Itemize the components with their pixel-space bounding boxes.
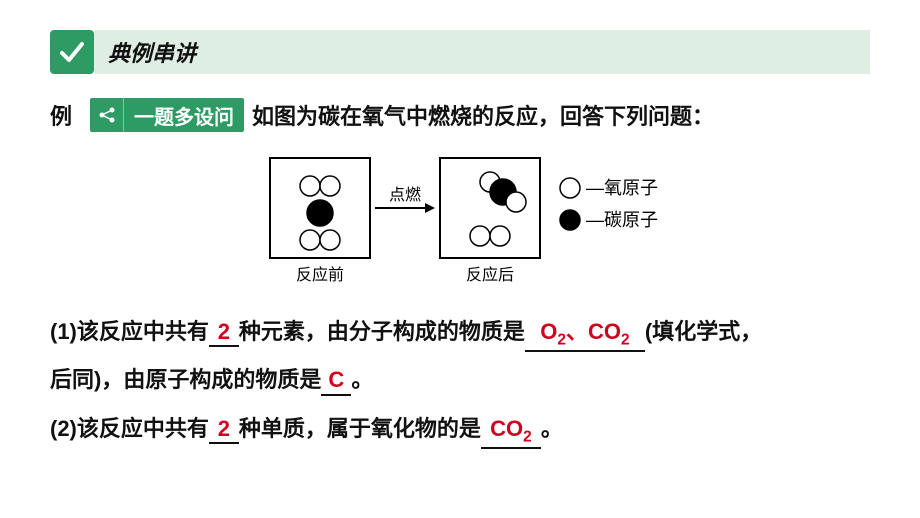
- q2-tail: 。: [541, 416, 563, 441]
- q1-blank-2: O2、CO2: [525, 319, 645, 352]
- svg-text:点燃: 点燃: [389, 186, 421, 204]
- q2-prefix: (2)该反应中共有: [50, 416, 209, 441]
- q1-mid1: 种元素，由分子构成的物质是: [239, 319, 525, 344]
- svg-text:反应后: 反应后: [466, 265, 514, 284]
- section-title: 典例串讲: [94, 30, 870, 74]
- section-header: 典例串讲: [50, 30, 870, 74]
- share-icon: [90, 98, 124, 132]
- q1-tail: 。: [351, 367, 373, 392]
- question-1: (1)该反应中共有2种元素，由分子构成的物质是O2、CO2(填化学式， 后同)，…: [50, 308, 870, 405]
- svg-text:—碳原子: —碳原子: [586, 210, 658, 230]
- q1-line2a: 后同)，由原子构成的物质是: [50, 367, 321, 392]
- q1-blank-1: 2: [209, 319, 239, 347]
- q1-blank-3: C: [321, 367, 351, 395]
- multi-question-badge: 一题多设问: [90, 98, 244, 132]
- q1-prefix: (1)该反应中共有: [50, 319, 209, 344]
- check-icon: [50, 30, 94, 74]
- question-2: (2)该反应中共有2种单质，属于氧化物的是CO2。: [50, 405, 870, 453]
- q1-mid2: (填化学式，: [645, 319, 762, 344]
- q2-blank-1: 2: [209, 416, 239, 444]
- intro-text: 如图为碳在氧气中燃烧的反应，回答下列问题：: [252, 99, 714, 131]
- svg-text:—氧原子: —氧原子: [586, 178, 658, 198]
- badge-text: 一题多设问: [124, 101, 244, 130]
- example-label: 例: [50, 99, 72, 131]
- reaction-diagram: 点燃反应前 反应后 —氧原子 —碳原子: [50, 148, 870, 288]
- q2-mid1: 种单质，属于氧化物的是: [239, 416, 481, 441]
- example-intro-line: 例 一题多设问 如图为碳在氧气中燃烧的反应，回答下列问题：: [50, 98, 870, 132]
- svg-text:反应前: 反应前: [296, 265, 344, 284]
- q2-blank-2: CO2: [481, 416, 541, 449]
